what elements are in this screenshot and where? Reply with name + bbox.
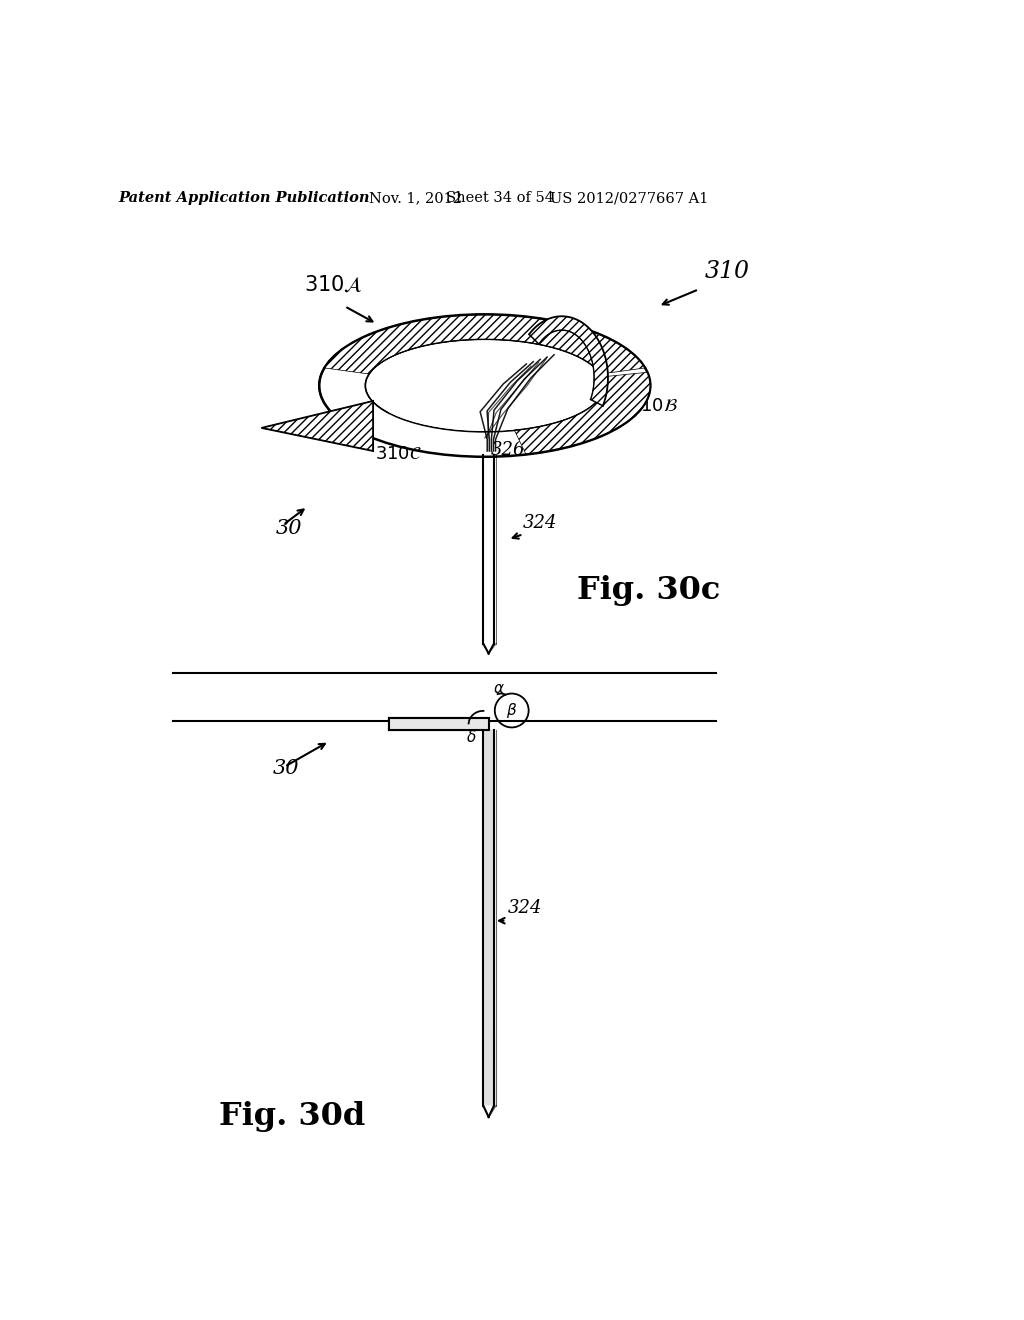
Text: $\beta$: $\beta$ [506,701,517,719]
Text: 30: 30 [273,759,299,779]
Text: Sheet 34 of 54: Sheet 34 of 54 [446,191,554,206]
Polygon shape [483,730,496,1106]
Text: $\delta$: $\delta$ [466,729,476,744]
Text: $310\mathcal{A}$: $310\mathcal{A}$ [304,275,362,294]
Text: 327: 327 [437,335,471,354]
Text: $310\mathcal{C}$: $310\mathcal{C}$ [376,445,422,463]
Text: 324: 324 [508,899,543,917]
Polygon shape [529,317,608,405]
Text: 310: 310 [705,260,750,282]
Text: Fig. 30c: Fig. 30c [578,574,721,606]
Bar [388,718,488,730]
Text: 326: 326 [490,441,525,459]
Polygon shape [261,401,373,451]
Text: US 2012/0277667 A1: US 2012/0277667 A1 [550,191,709,206]
Text: 324: 324 [523,513,558,532]
Text: 30: 30 [275,519,302,539]
Ellipse shape [367,341,603,432]
Polygon shape [325,314,645,374]
Text: Fig. 30d: Fig. 30d [219,1101,366,1131]
Text: $310\mathcal{B}$: $310\mathcal{B}$ [629,397,678,414]
Polygon shape [514,372,650,454]
Text: Patent Application Publication: Patent Application Publication [119,191,371,206]
Text: Nov. 1, 2012: Nov. 1, 2012 [369,191,462,206]
Text: $\alpha$: $\alpha$ [493,682,505,696]
